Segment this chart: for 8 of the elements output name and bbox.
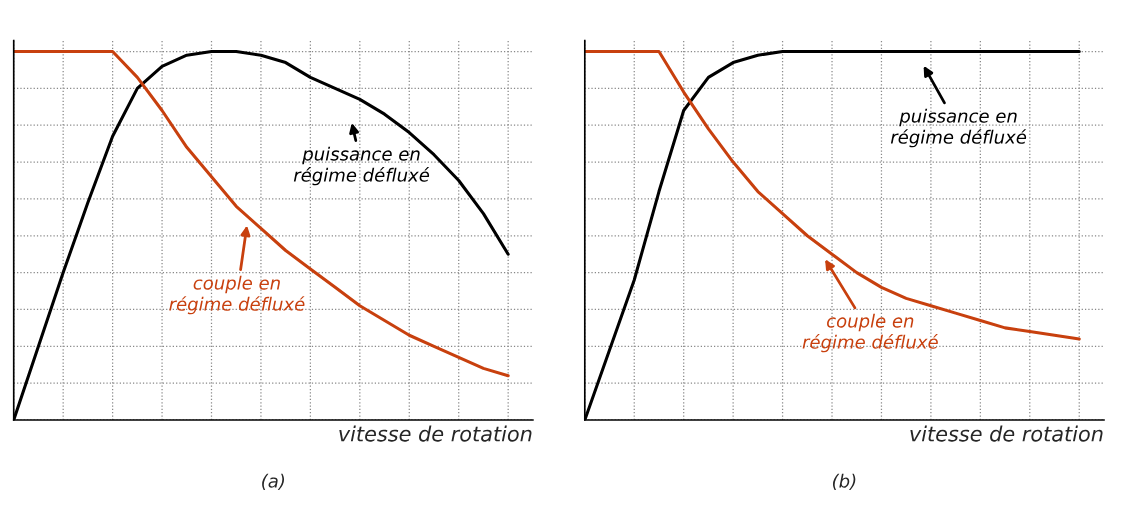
annotation: puissance en régime défluxé <box>293 146 430 186</box>
text: (b) <box>833 473 856 490</box>
text: (a) <box>262 473 285 490</box>
annotation: couple en régime défluxé <box>169 275 305 315</box>
x-axis-title: vitesse de rotation <box>910 425 1103 442</box>
x-axis-title: vitesse de rotation <box>339 425 532 442</box>
annotation: puissance en régime défluxé <box>890 108 1027 148</box>
annotation: couple en régime défluxé <box>802 313 938 353</box>
